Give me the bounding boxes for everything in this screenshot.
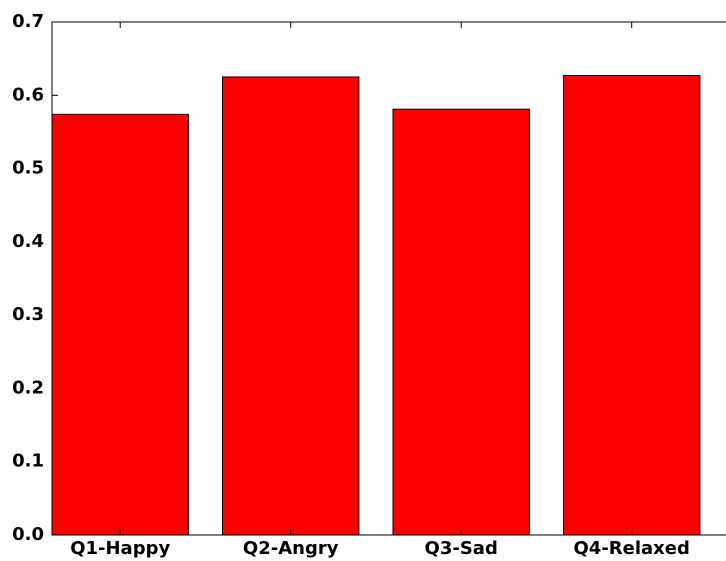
bar — [563, 74, 701, 536]
y-tick-label: 0.3 — [12, 304, 44, 325]
y-tick-label: 0.0 — [12, 524, 44, 545]
x-tick-label: Q2-Angry — [243, 538, 339, 559]
bar — [222, 76, 360, 536]
bar — [51, 113, 189, 536]
y-tick-label: 0.2 — [12, 377, 44, 398]
bar — [392, 108, 530, 536]
y-tick-label: 0.5 — [12, 158, 44, 179]
x-tick-label: Q1-Happy — [70, 538, 170, 559]
plot-frame — [51, 21, 726, 536]
y-tick-label: 0.7 — [12, 11, 44, 32]
y-tick-label: 0.6 — [12, 84, 44, 105]
x-tick-label: Q3-Sad — [425, 538, 498, 559]
y-tick-label: 0.4 — [12, 231, 44, 252]
x-tick-label: Q4-Relaxed — [574, 538, 690, 559]
y-tick-label: 0.1 — [12, 451, 44, 472]
